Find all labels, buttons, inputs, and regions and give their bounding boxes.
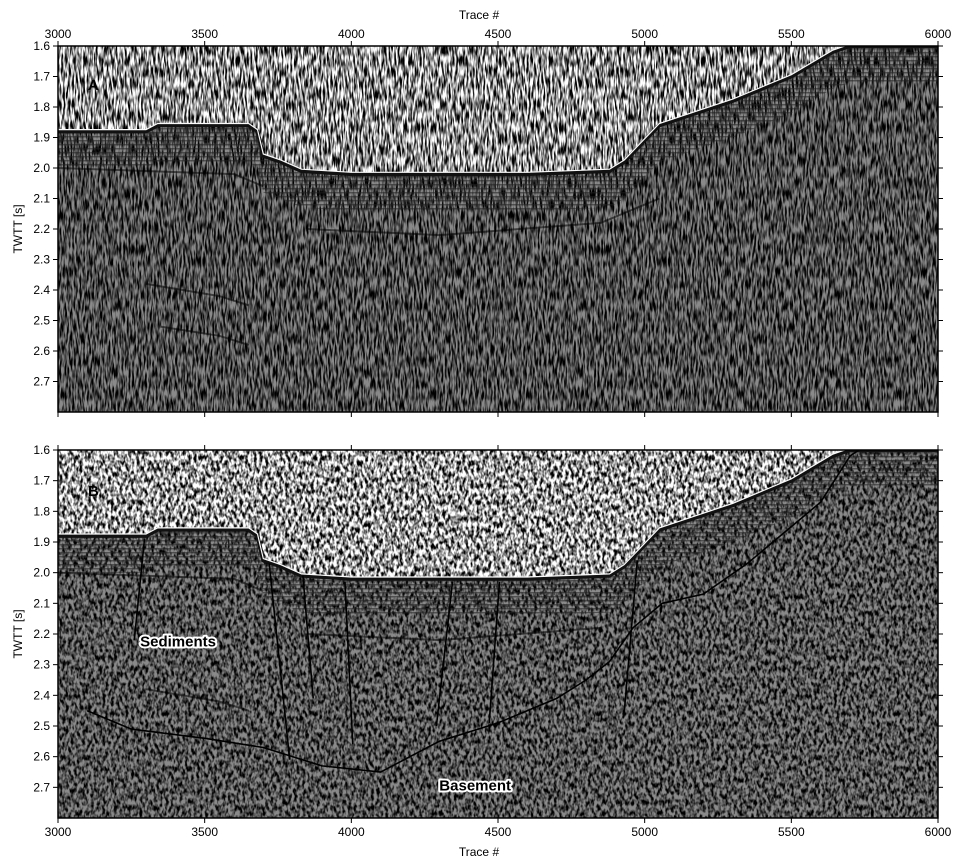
y-tick-label: 1.9: [33, 535, 50, 549]
x-tick-label: 5000: [631, 27, 658, 41]
y-tick-label: 2.2: [33, 627, 50, 641]
reflector: [145, 282, 249, 307]
panel-a-seafloor: [58, 46, 938, 177]
seismic-panel-a: 3000 3500 4000 4500 5000 5500 6000 1.6 1.7 1.8 1.9…: [11, 8, 952, 417]
panel-b-reflectors: [58, 571, 601, 712]
seismic-panel-b: 3000 3500 4000 4500 5000 5500 6000 1.6 1.7 1.8 1.9…: [11, 443, 952, 859]
x-tick-label: 5500: [778, 825, 805, 839]
panel-b-ticks: 3000 3500 4000 4500 5000 5500 6000 1.6 1.7 1.8 1.9…: [33, 443, 951, 839]
fault-line: [435, 581, 454, 727]
x-tick-label: 6000: [925, 825, 952, 839]
x-tick-label: 3000: [45, 825, 72, 839]
reflector: [307, 197, 660, 237]
sediments-label: Sediments: [140, 633, 216, 650]
panel-b-seafloor-highlight: [58, 450, 847, 578]
y-tick-label: 2.5: [33, 314, 50, 328]
y-tick-label: 1.9: [33, 131, 50, 145]
y-tick-label: 2.0: [33, 161, 50, 175]
y-tick-label: 1.6: [33, 39, 50, 53]
y-tick-label: 2.2: [33, 222, 50, 236]
y-tick-label: 2.3: [33, 658, 50, 672]
fault-line: [268, 563, 291, 760]
fault-line: [133, 538, 146, 641]
x-tick-label: 3500: [191, 27, 218, 41]
fault-line: [344, 581, 354, 745]
fault-lines: [133, 538, 639, 760]
reflector: [160, 325, 249, 346]
panel-b-layering: [58, 450, 938, 616]
panel-a-y-axis-title: TWTT [s]: [11, 204, 25, 253]
x-tick-label: 6000: [925, 27, 952, 41]
y-tick-label: 1.8: [33, 504, 50, 518]
y-tick-label: 2.1: [33, 192, 50, 206]
panel-b-seafloor: [58, 450, 938, 581]
x-tick-label: 4500: [485, 27, 512, 41]
y-tick-label: 2.6: [33, 750, 50, 764]
y-tick-label: 2.7: [33, 780, 50, 794]
panel-b-letter: B: [88, 483, 99, 500]
panel-b-y-axis-title: TWTT [s]: [11, 609, 25, 658]
basement-line: [86, 450, 860, 773]
y-tick-label: 1.7: [33, 70, 50, 84]
x-tick-label: 4000: [338, 27, 365, 41]
fault-line: [488, 581, 501, 723]
basement-label: Basement: [439, 777, 511, 794]
reflector: [58, 571, 264, 593]
y-tick-label: 2.1: [33, 596, 50, 610]
x-tick-label: 5500: [778, 27, 805, 41]
y-tick-label: 2.6: [33, 344, 50, 358]
y-tick-label: 2.4: [33, 283, 50, 297]
y-tick-label: 2.7: [33, 375, 50, 389]
panel-a-layering: [58, 46, 938, 211]
bottom-x-axis-title: Trace #: [459, 845, 500, 859]
y-tick-label: 2.3: [33, 253, 50, 267]
x-tick-label: 3500: [191, 825, 218, 839]
y-tick-label: 1.8: [33, 100, 50, 114]
panel-a-letter: A: [88, 77, 99, 94]
y-tick-label: 2.0: [33, 566, 50, 580]
panel-a-seafloor-highlight: [58, 46, 847, 173]
top-x-axis-title: Trace #: [459, 8, 500, 22]
panel-a-ticks: 3000 3500 4000 4500 5000 5500 6000 1.6 1.7 1.8 1.9…: [33, 27, 952, 417]
fault-line: [623, 560, 639, 714]
reflector: [145, 688, 249, 712]
x-tick-label: 5000: [631, 825, 658, 839]
x-tick-label: 4000: [338, 825, 365, 839]
x-tick-label: 3000: [45, 27, 72, 41]
x-tick-label: 4500: [485, 825, 512, 839]
fault-line: [302, 575, 314, 699]
reflector: [307, 626, 601, 642]
y-tick-label: 1.7: [33, 474, 50, 488]
y-tick-label: 1.6: [33, 443, 50, 457]
panel-a-reflectors: [58, 167, 660, 346]
y-tick-label: 2.5: [33, 719, 50, 733]
reflector: [58, 167, 264, 188]
y-tick-label: 2.4: [33, 688, 50, 702]
